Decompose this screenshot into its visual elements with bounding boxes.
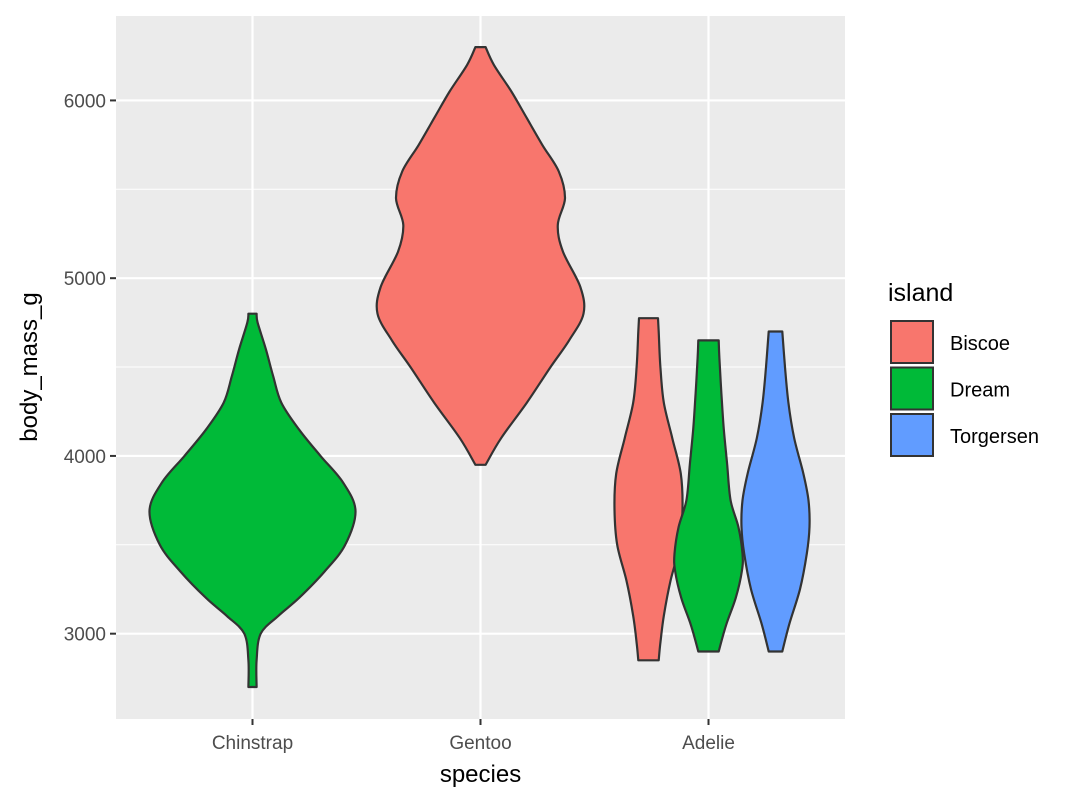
violin-adelie-dream [673, 339, 744, 653]
axes: 3000 4000 5000 6000 Chinstrap Gentoo Adelie [64, 91, 735, 754]
legend-items: Biscoe Dream Torgersen [890, 320, 1039, 457]
y-axis-title: body_mass_g [16, 292, 43, 441]
legend-swatch-torgersen [890, 413, 934, 457]
legend-label-torgersen: Torgersen [950, 426, 1039, 448]
x-tick-label: Gentoo [449, 733, 511, 754]
legend: island Biscoe Dream Torgersen [888, 279, 1039, 457]
legend-swatch-biscoe [890, 320, 934, 364]
legend-label-dream: Dream [950, 380, 1010, 402]
legend-label-biscoe: Biscoe [950, 333, 1010, 355]
y-tick-label: 4000 [64, 447, 106, 468]
violin-adelie-torgersen [740, 330, 811, 653]
violin-gentoo-biscoe [375, 46, 586, 466]
legend-title: island [888, 279, 953, 307]
y-tick-label: 6000 [64, 91, 106, 112]
x-axis-title: species [440, 761, 521, 788]
x-tick-label: Adelie [682, 733, 735, 754]
legend-swatch-dream [890, 366, 934, 411]
violin-chinstrap-dream [148, 312, 357, 689]
violins [148, 46, 811, 689]
x-tick-label: Chinstrap [212, 733, 293, 754]
y-tick-label: 3000 [64, 625, 106, 646]
y-tick-label: 5000 [64, 269, 106, 290]
